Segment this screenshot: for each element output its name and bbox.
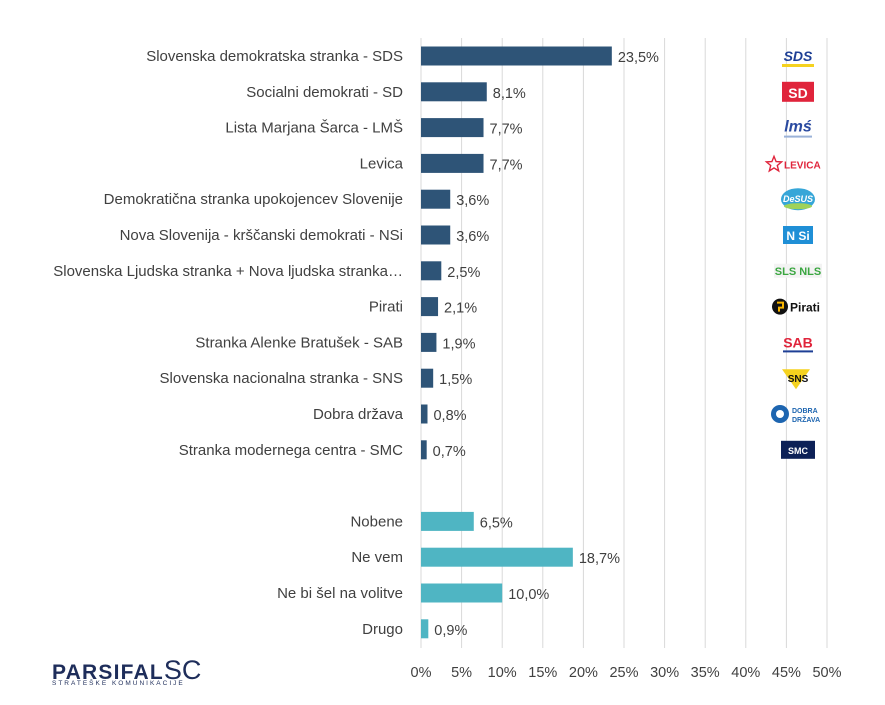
bar [421,511,474,531]
bar [421,404,428,424]
data-label: 0,8% [433,408,466,424]
sd-logo-icon: SD [782,81,814,102]
data-label: 8,1% [493,86,526,102]
category-label: Slovenska Ljudska stranka + Nova ljudska… [53,263,403,280]
data-label: 2,1% [444,301,477,317]
levica-logo-icon-text: LEVICA [784,160,821,171]
category-label: Lista Marjana Šarca - LMŠ [225,120,403,137]
dobra-drzava-logo-icon-text: DRŽAVA [792,415,820,424]
x-tick-label: 45% [772,665,801,681]
bar [421,118,484,138]
smc-logo-icon: SMC [781,440,815,459]
bar [421,189,451,209]
sns-logo-icon: SNS [782,369,810,390]
x-tick-label: 40% [731,665,760,681]
lms-logo-icon: lmś [784,119,812,138]
bar [421,297,439,317]
data-label: 23,5% [618,50,659,66]
pirati-logo-icon: Pirati [772,298,820,315]
x-tick-label: 15% [528,665,557,681]
bar [421,583,503,603]
dobra-drzava-logo-icon-text: DOBRA [792,408,818,415]
category-label: Drugo [362,621,403,638]
category-label: Socialni demokrati - SD [246,84,403,101]
data-label: 6,5% [480,515,513,531]
category-label: Nova Slovenija - krščanski demokrati - N… [120,227,403,244]
category-label: Stranka modernega centra - SMC [179,442,403,459]
data-label: 3,6% [456,193,489,209]
x-tick-label: 10% [488,665,517,681]
parsifal-logo: PARSIFALSC STRATEŠKE KOMUNIKACIJE [52,655,201,687]
category-label: Ne vem [351,549,403,566]
data-label: 10,0% [508,587,549,603]
desus-logo-icon: DeSUS [781,188,815,211]
pirati-logo-icon-text: Pirati [790,301,820,315]
category-label: Slovenska demokratska stranka - SDS [146,48,403,65]
sns-logo-icon-text: SNS [788,374,809,385]
category-label: Slovenska nacionalna stranka - SNS [160,370,403,387]
sab-logo-icon-text: SAB [783,334,813,350]
category-label: Levica [360,155,404,172]
sls-nls-logo-icon-text: SLS NLS [775,266,821,278]
category-label: Demokratična stranka upokojencev Sloveni… [104,191,403,208]
nsi-logo-icon: N Si [783,226,813,244]
sd-logo-icon-text: SD [788,85,807,101]
nsi-logo-icon-text: N Si [786,229,809,243]
data-label: 7,7% [490,122,523,138]
bar [421,153,484,173]
bar [421,261,442,281]
sls-nls-logo-icon: SLS NLS [774,263,822,278]
lms-logo-icon-text: lmś [784,119,812,136]
sds-logo-icon-text: SDS [784,48,813,64]
brand-name: PARSIFAL [52,661,164,684]
bar [421,46,612,66]
category-label: Stranka Alenke Bratušek - SAB [195,334,403,351]
smc-logo-icon-text: SMC [788,446,809,456]
category-label: Dobra država [313,406,404,423]
bar [421,368,434,388]
bar [421,440,427,460]
sab-logo-icon: SAB [783,334,813,353]
bar [421,82,487,102]
data-label: 1,5% [439,372,472,388]
brand-tagline: STRATEŠKE KOMUNIKACIJE [52,680,185,687]
data-label: 0,9% [434,623,467,639]
desus-logo-icon-text: DeSUS [783,194,813,204]
category-label: Ne bi šel na volitve [277,585,403,602]
x-tick-label: 25% [609,665,638,681]
x-tick-label: 35% [691,665,720,681]
category-label: Nobene [350,513,403,530]
levica-logo-icon: LEVICA [764,154,821,173]
x-tick-label: 5% [451,665,472,681]
sds-logo-icon: SDS [782,48,814,67]
data-label: 1,9% [442,336,475,352]
x-tick-label: 50% [812,665,841,681]
bar [421,547,573,567]
brand-suffix: SC [163,655,202,685]
bar [421,225,451,245]
data-label: 3,6% [456,229,489,245]
data-label: 18,7% [579,551,620,567]
x-tick-label: 0% [411,665,432,681]
x-tick-label: 20% [569,665,598,681]
data-label: 2,5% [447,265,480,281]
data-label: 7,7% [490,157,523,173]
bar [421,332,437,352]
data-label: 0,7% [433,444,466,460]
bar [421,619,429,639]
category-label: Pirati [369,299,403,316]
x-tick-label: 30% [650,665,679,681]
